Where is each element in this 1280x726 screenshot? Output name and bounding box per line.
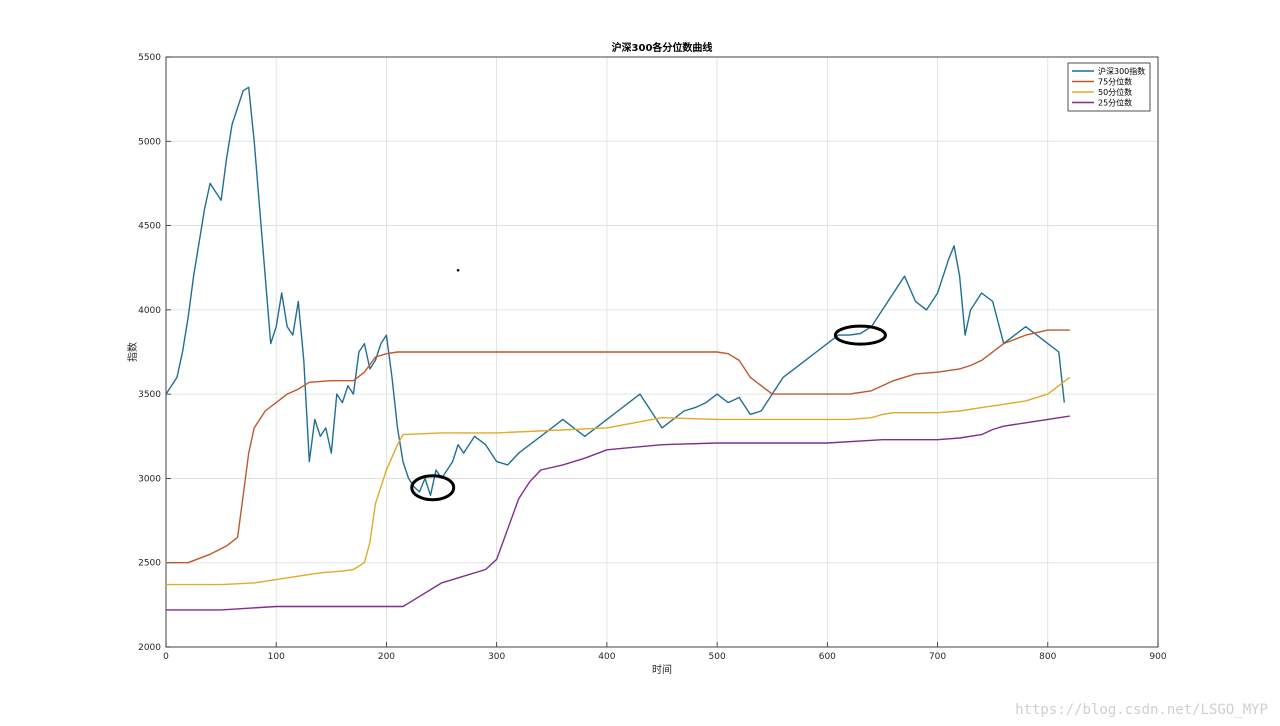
- y-tick-label: 5000: [138, 137, 161, 147]
- series-line-1: [166, 329, 1070, 564]
- x-tick-label: 200: [378, 652, 395, 662]
- x-tick-label: 300: [488, 652, 505, 662]
- annotation-ellipse: [410, 474, 456, 502]
- x-tick-label: 900: [1149, 652, 1166, 662]
- legend-label: 75分位数: [1098, 77, 1132, 87]
- y-tick-label: 3500: [138, 390, 161, 400]
- legend-label: 沪深300指数: [1098, 66, 1145, 76]
- y-tick-label: 4000: [138, 306, 161, 316]
- x-axis-label: 时间: [652, 663, 672, 676]
- legend-label: 50分位数: [1098, 87, 1132, 97]
- y-tick-label: 2000: [138, 643, 161, 653]
- series-line-3: [166, 415, 1070, 611]
- x-tick-label: 700: [929, 652, 946, 662]
- x-tick-label: 0: [163, 652, 169, 662]
- y-axis-label: 指数: [126, 342, 139, 362]
- chart-title: 沪深300各分位数曲线: [612, 41, 713, 54]
- x-tick-label: 800: [1039, 652, 1056, 662]
- y-tick-label: 3000: [138, 474, 161, 484]
- watermark: https://blog.csdn.net/LSGO_MYP: [1015, 702, 1268, 718]
- series-line-2: [166, 376, 1071, 586]
- annotation-ellipse: [833, 324, 887, 346]
- x-tick-label: 600: [819, 652, 836, 662]
- stray-point: [456, 268, 460, 272]
- axes-frame: [165, 56, 1159, 648]
- y-tick-label: 5500: [138, 53, 161, 63]
- plot-area: 0 100 200 300 400 500 600 700 800 900 2000 2500 3000…: [138, 53, 1167, 662]
- legend-label: 25分位数: [1098, 98, 1132, 108]
- x-tick-label: 500: [709, 652, 726, 662]
- y-tick-label: 4500: [138, 222, 161, 232]
- series-line-0: [165, 86, 1065, 496]
- x-tick-label: 100: [268, 652, 285, 662]
- x-tick-label: 400: [598, 652, 615, 662]
- y-tick-label: 2500: [138, 559, 161, 569]
